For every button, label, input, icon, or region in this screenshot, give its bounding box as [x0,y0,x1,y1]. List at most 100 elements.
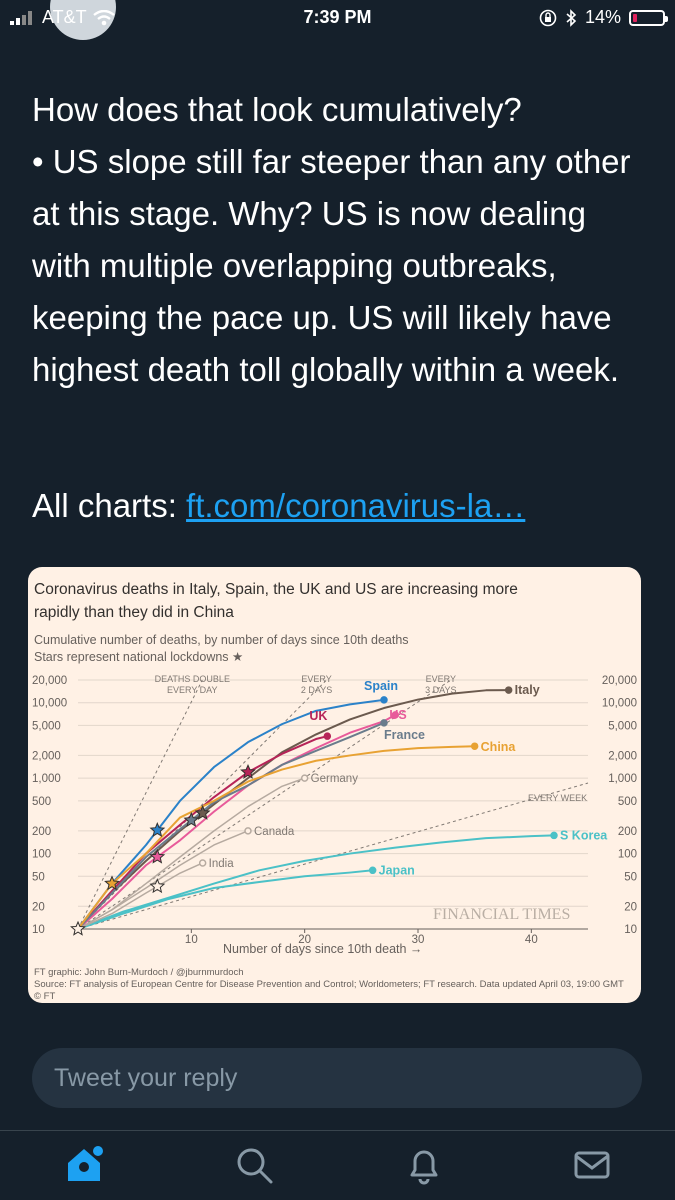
y-tick-label-right: 5,000 [608,720,637,732]
lockdown-star-icon [149,822,166,837]
doubling-guide-label: 3 DAYS [425,685,456,695]
series-end-dot [300,774,309,782]
status-bar: AT&T 7:39 PM 14% [0,0,675,36]
carrier-label: AT&T [42,7,87,27]
x-tick-label: 40 [525,934,538,946]
lockdown-star-icon [104,875,120,891]
chart-credit: FT graphic: John Burn-Murdoch / @jburnmu… [34,967,244,978]
chart-source: Source: FT analysis of European Centre f… [34,979,624,990]
tweet-links-line: All charts: ft.com/coronavirus-la… [32,480,525,532]
series-end-dot [198,859,207,867]
tweet-paragraph: How does that look cumulatively? • US sl… [32,91,631,388]
y-tick-label-left: 200 [32,826,51,838]
x-tick-label: 20 [298,934,311,946]
signal-icon [10,10,32,25]
chart-series [70,686,558,936]
series-line-us [77,713,396,930]
avatar[interactable] [50,0,116,42]
lockdown-star-icon [240,763,256,779]
tab-bar-divider [0,1130,675,1131]
doubling-guide-line [77,679,203,930]
series-end-dot [380,719,388,727]
y-tick-label-left: 10,000 [32,698,67,710]
series-line-india [77,862,203,930]
chart-series-labels: Italy Spain US UK France China Germany S Korea J… [209,679,609,877]
series-end-dot [470,742,479,750]
chart-subtitle: Cumulative number of deaths, by number o… [34,633,409,647]
tab-bar [0,1131,675,1200]
chart-title-line-2: rapidly than they did in China [34,604,234,621]
tweet-text: How does that look cumulatively? • US sl… [32,84,632,396]
chart: Coronavirus deaths in Italy, Spain, the … [32,581,637,1002]
y-tick-label-left: 100 [32,849,51,861]
y-tick-label-right: 500 [618,796,637,808]
doubling-guide-label: EVERY WEEK [528,793,587,803]
series-line-china [77,745,475,930]
series-label: Germany [311,773,359,785]
doubling-guide-label: 2 DAYS [301,685,332,695]
y-tick-label-left: 5,000 [32,720,61,732]
article-link[interactable]: ft.com/coronavirus-la… [186,487,526,524]
messages-icon[interactable] [570,1143,614,1187]
series-label: Italy [515,683,540,697]
y-tick-label-left: 1,000 [32,773,61,785]
series-label: China [481,740,517,754]
series-label: India [209,858,235,870]
y-tick-label-right: 2,000 [608,750,637,762]
series-label: S Korea [560,828,608,842]
y-tick-label-left: 10 [32,924,45,936]
doubling-guide-label: DEATHS DOUBLE [155,674,230,684]
doubling-guide-label: EVERY [301,674,331,684]
y-tick-label-right: 20,000 [602,675,637,687]
series-line-s-korea [77,834,555,930]
series-label: US [389,708,406,722]
doubling-guide-label: EVERY [426,674,456,684]
y-tick-label-right: 100 [618,849,637,861]
y-tick-label-right: 10 [624,924,637,936]
chart-title-line-1: Coronavirus deaths in Italy, Spain, the … [34,581,518,598]
x-axis-label: Number of days since 10th death → [223,942,422,956]
chart-card[interactable]: Coronavirus deaths in Italy, Spain, the … [28,567,641,1003]
x-tick-label: 10 [185,934,198,946]
series-label: France [384,728,425,742]
y-tick-label-left: 500 [32,796,51,808]
series-label: Spain [364,679,398,693]
wifi-icon [92,9,115,25]
ft-logo: © FT [34,991,55,1002]
reply-input[interactable]: Tweet your reply [32,1048,642,1108]
lockdown-star-icon [149,848,166,864]
series-line-uk [77,735,328,930]
search-icon[interactable] [232,1143,276,1187]
clock: 7:39 PM [303,7,372,27]
orientation-lock-icon [539,9,557,26]
series-end-dot [504,686,513,694]
series-end-dot [323,732,332,740]
lockdown-star-icon [70,920,86,936]
y-tick-label-left: 2,000 [32,750,61,762]
y-tick-label-left: 50 [32,871,45,883]
battery-percent: 14% [584,7,621,27]
y-tick-label-left: 20,000 [32,675,67,687]
lockdown-star-icon [194,804,211,820]
series-label: UK [309,709,327,723]
ft-watermark: FINANCIAL TIMES [433,906,570,923]
series-end-dot [244,827,252,835]
x-tick-label: 30 [412,934,425,946]
series-line-italy [77,689,509,930]
lockdown-star-icon [183,811,200,827]
y-tick-label-right: 10,000 [602,698,637,710]
y-tick-label-right: 50 [624,871,637,883]
series-end-dot [380,696,388,704]
home-icon[interactable] [62,1143,106,1187]
battery-icon [629,9,668,26]
series-end-dot [368,866,377,875]
chart-grid: 20,000 20,000 10,000 10,000 5,000 5,000 2,000 2… [32,675,637,946]
notifications-icon[interactable] [402,1143,446,1187]
y-tick-label-right: 20 [624,901,637,913]
series-end-dot [391,711,400,719]
series-line-canada [77,830,249,930]
series-label: Canada [254,826,295,838]
y-tick-label-left: 20 [32,901,45,913]
links-prefix: All charts: [32,487,187,524]
doubling-guide-line [77,679,327,930]
